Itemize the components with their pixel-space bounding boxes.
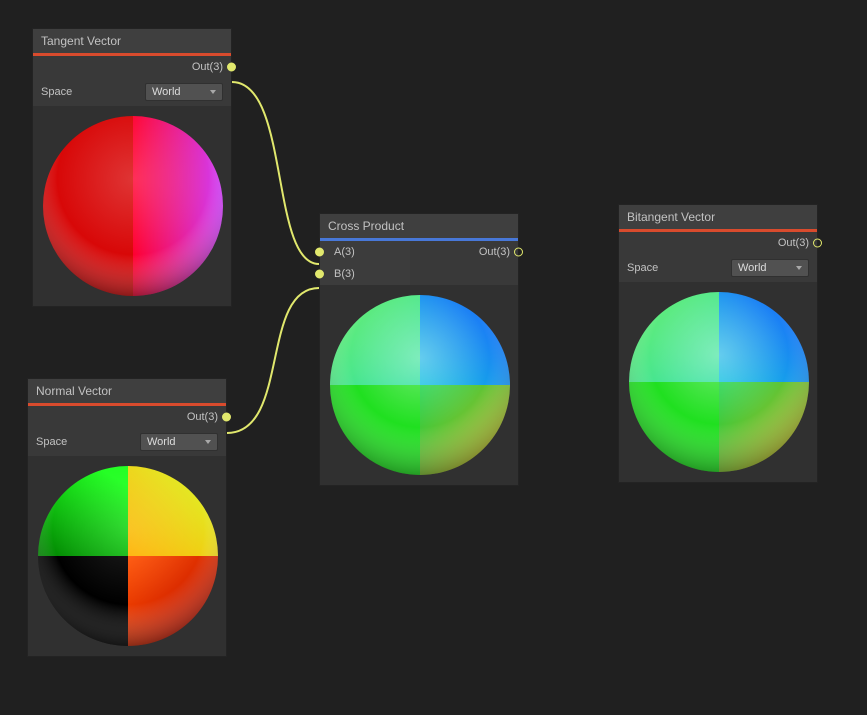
node-bitangent-vector[interactable]: Bitangent Vector Out(3) Space World [618, 204, 818, 483]
preview-sphere-normal [36, 464, 220, 648]
dropdown-value: World [738, 262, 767, 274]
param-row: Space World [33, 78, 231, 106]
node-tangent-vector[interactable]: Tangent Vector Out(3) Space World [32, 28, 232, 307]
chevron-down-icon [210, 90, 216, 94]
preview-sphere-cross [328, 293, 512, 477]
preview-sphere-bitangent [627, 290, 811, 474]
out-label: Out(3) [187, 411, 218, 423]
out-row: Out(3) [410, 241, 518, 263]
in-row-a: A(3) [320, 241, 410, 263]
port-out[interactable] [514, 248, 523, 257]
preview-sphere-tangent [41, 114, 225, 298]
node-title: Tangent Vector [33, 29, 231, 53]
node-title: Bitangent Vector [619, 205, 817, 229]
port-out[interactable] [227, 63, 236, 72]
preview [33, 106, 231, 306]
dropdown-space[interactable]: World [145, 83, 223, 101]
port-in-a[interactable] [315, 248, 324, 257]
dropdown-space[interactable]: World [731, 259, 809, 277]
param-label-space: Space [627, 262, 658, 274]
param-row: Space World [619, 254, 817, 282]
in-row-b: B(3) [320, 263, 410, 285]
in-label-a: A(3) [334, 246, 355, 258]
chevron-down-icon [796, 266, 802, 270]
port-out[interactable] [813, 239, 822, 248]
dropdown-value: World [147, 436, 176, 448]
preview [320, 285, 518, 485]
out-label: Out(3) [192, 61, 223, 73]
preview [619, 282, 817, 482]
param-label-space: Space [36, 436, 67, 448]
outputs: Out(3) [410, 241, 518, 285]
node-normal-vector[interactable]: Normal Vector Out(3) Space World [27, 378, 227, 657]
out-row: Out(3) [33, 56, 231, 78]
wire-tangent-to-a [232, 82, 319, 264]
out-label: Out(3) [479, 246, 510, 258]
chevron-down-icon [205, 440, 211, 444]
out-label: Out(3) [778, 237, 809, 249]
port-out[interactable] [222, 413, 231, 422]
dropdown-value: World [152, 86, 181, 98]
param-label-space: Space [41, 86, 72, 98]
io-row: A(3) B(3) Out(3) [320, 241, 518, 285]
node-title: Cross Product [320, 214, 518, 238]
port-in-b[interactable] [315, 270, 324, 279]
preview [28, 456, 226, 656]
node-cross-product[interactable]: Cross Product A(3) B(3) Out(3) [319, 213, 519, 486]
inputs: A(3) B(3) [320, 241, 410, 285]
node-title: Normal Vector [28, 379, 226, 403]
in-label-b: B(3) [334, 268, 355, 280]
out-row: Out(3) [28, 406, 226, 428]
wire-normal-to-b [227, 288, 319, 433]
out-row: Out(3) [619, 232, 817, 254]
dropdown-space[interactable]: World [140, 433, 218, 451]
param-row: Space World [28, 428, 226, 456]
